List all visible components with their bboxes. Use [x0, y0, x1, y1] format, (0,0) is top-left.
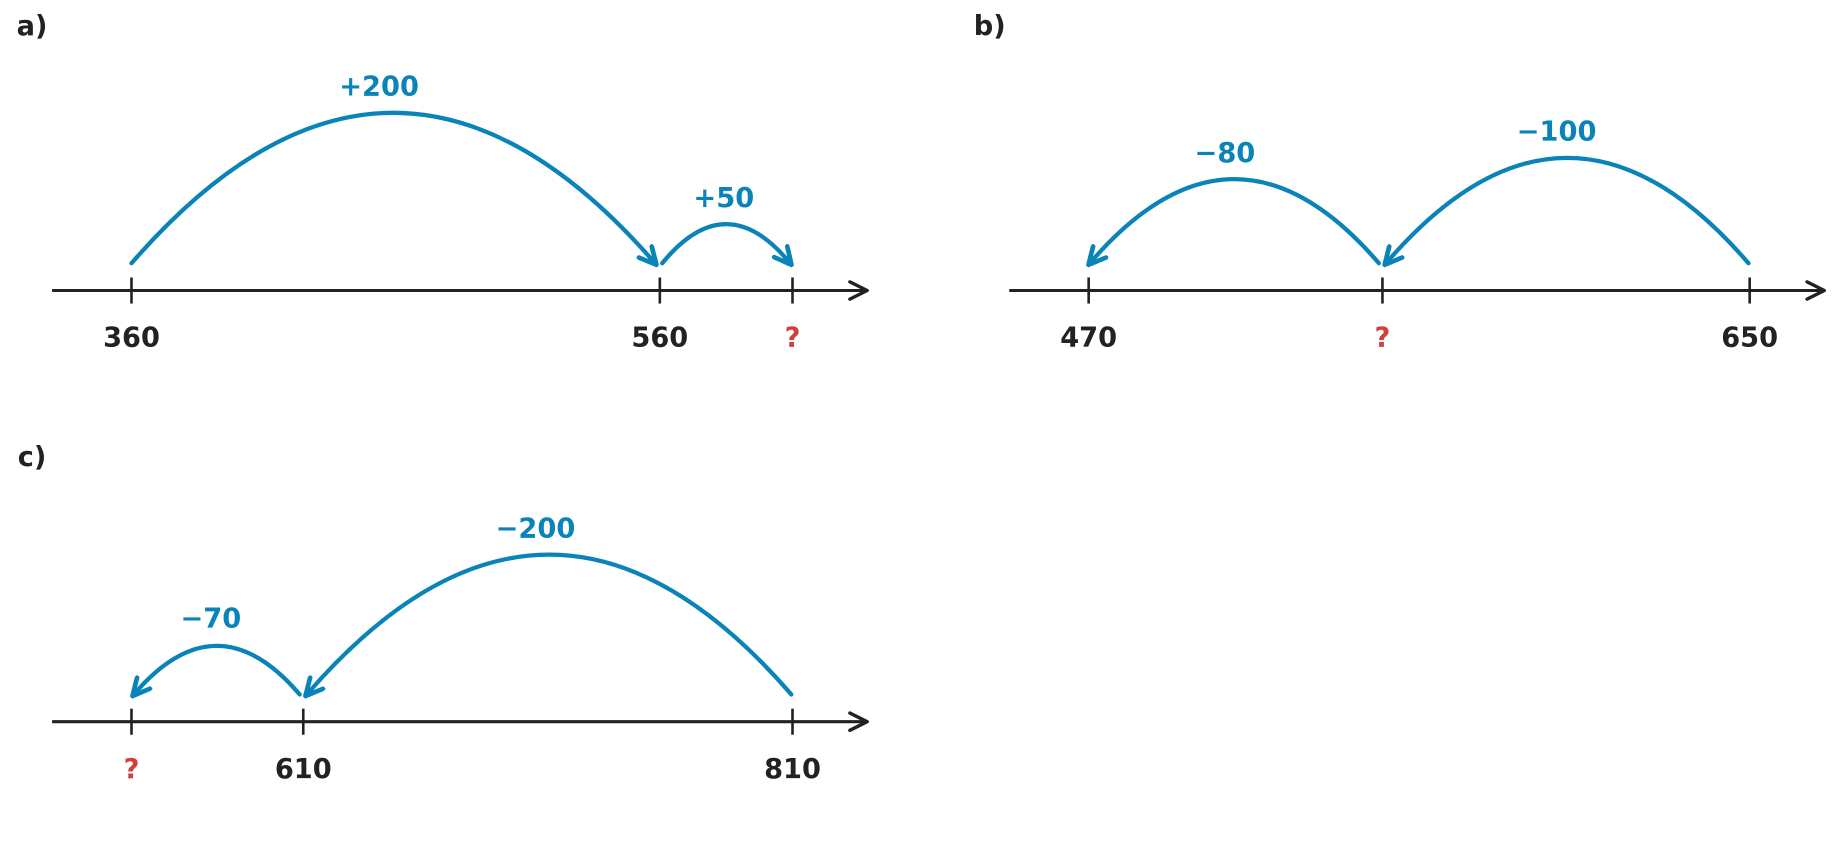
jump-arc	[134, 643, 302, 695]
panel-label: c)	[18, 442, 47, 473]
panel-label: a)	[17, 11, 48, 42]
tick-label: ?	[124, 754, 140, 785]
panel-label: b)	[974, 11, 1006, 42]
jump-label: +50	[693, 183, 754, 214]
jump-arc	[1386, 155, 1751, 263]
tick-label: 470	[1060, 323, 1117, 354]
jump-label: −70	[180, 603, 241, 634]
tick-label: ?	[1375, 323, 1391, 354]
tick-label: ?	[785, 323, 801, 354]
jump-arc	[129, 110, 655, 263]
tick-label: 360	[103, 323, 160, 354]
tick-label: 650	[1721, 323, 1778, 354]
jump-label: +200	[339, 71, 419, 102]
jump-arc	[1090, 177, 1382, 263]
jump-label: −80	[1195, 138, 1256, 169]
tick-label: 610	[275, 754, 332, 785]
tick-label: 810	[764, 754, 821, 785]
jump-arc	[660, 222, 790, 263]
jump-label: −100	[1517, 116, 1597, 147]
jump-arc	[307, 552, 794, 695]
jump-label: −200	[496, 513, 576, 544]
tick-label: 560	[631, 323, 688, 354]
